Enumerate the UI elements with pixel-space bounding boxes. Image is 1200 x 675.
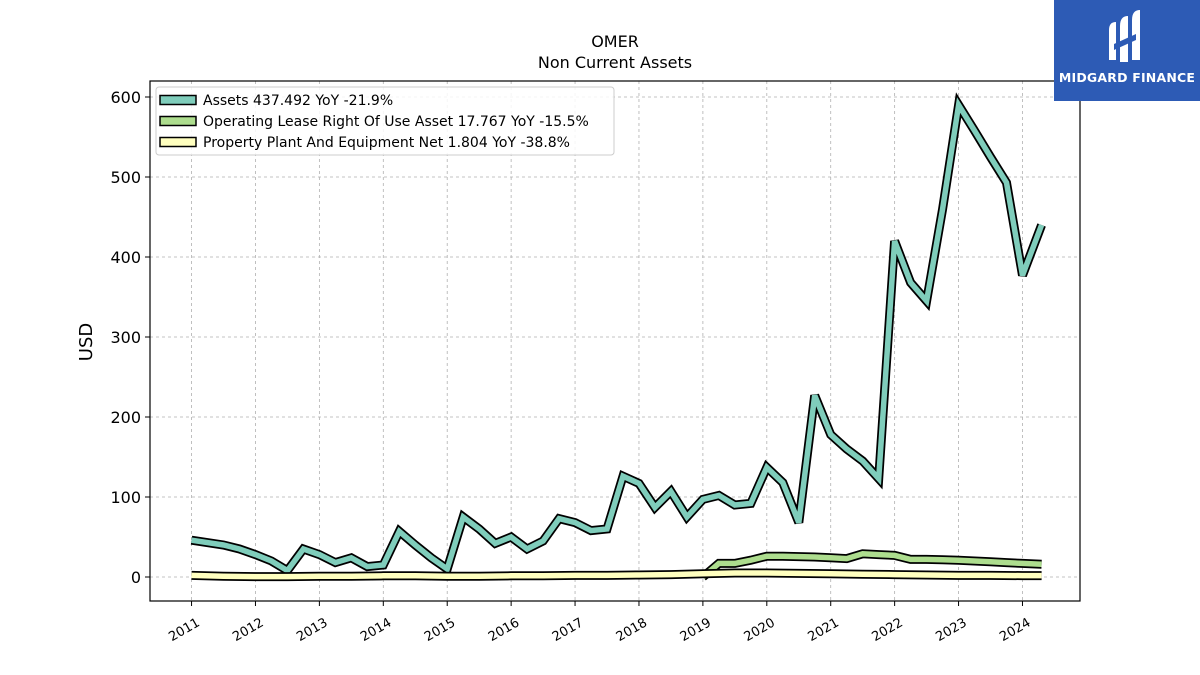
y-tick-label: 500 xyxy=(110,168,141,187)
x-tick-label: 2016 xyxy=(486,615,522,645)
y-tick-label: 0 xyxy=(131,568,141,587)
legend-swatch xyxy=(159,115,197,127)
legend-swatch xyxy=(159,136,197,148)
y-tick-label: 100 xyxy=(110,488,141,507)
chart-subtitle: Non Current Assets xyxy=(538,53,692,72)
x-tick-label: 2011 xyxy=(166,615,202,645)
brand-mark-icon xyxy=(1109,10,1140,62)
plot-area-frame xyxy=(149,80,1081,602)
x-tick-label: 2013 xyxy=(294,615,330,645)
series-line-1 xyxy=(191,97,1045,575)
x-tick-label: 2020 xyxy=(742,615,778,645)
legend-label: Assets 437.492 YoY -21.9% xyxy=(203,93,393,109)
series-line-3 xyxy=(191,570,1042,580)
grid-lines xyxy=(150,81,1080,601)
legend-label: Property Plant And Equipment Net 1.804 Y… xyxy=(203,135,570,151)
chart-title: OMER xyxy=(591,32,639,51)
y-tick-label: 400 xyxy=(110,248,141,267)
series-line-2 xyxy=(701,551,1042,580)
series-layer xyxy=(190,92,1046,582)
brand-name: MIDGARD FINANCE xyxy=(1058,70,1196,85)
y-axis-label: USD xyxy=(76,323,97,361)
x-axis-ticks: 2011 2012 2013 2014 2015 2016 2017 2018 2019 2020… xyxy=(166,601,1033,645)
x-tick-label: 2022 xyxy=(869,615,905,645)
x-tick-label: 2012 xyxy=(230,615,266,645)
x-tick-label: 2018 xyxy=(614,615,650,645)
y-tick-label: 200 xyxy=(110,408,141,427)
legend-label: Operating Lease Right Of Use Asset 17.76… xyxy=(203,114,589,130)
x-tick-label: 2017 xyxy=(550,615,586,645)
y-tick-label: 300 xyxy=(110,328,141,347)
y-axis-ticks: 0 100 200 300 400 500 600 xyxy=(110,88,150,587)
brand-logo: MIDGARD FINANCE xyxy=(1054,0,1200,101)
x-tick-label: 2019 xyxy=(678,615,714,645)
y-tick-label: 600 xyxy=(110,88,141,107)
x-tick-label: 2014 xyxy=(358,615,394,645)
x-tick-label: 2015 xyxy=(422,615,458,645)
legend-swatch xyxy=(159,94,197,106)
x-tick-label: 2024 xyxy=(997,615,1033,645)
legend: Assets 437.492 YoY -21.9% Operating Lease… xyxy=(155,86,615,156)
x-tick-label: 2021 xyxy=(806,615,842,645)
legend-box xyxy=(155,86,615,156)
x-tick-label: 2023 xyxy=(933,615,969,645)
